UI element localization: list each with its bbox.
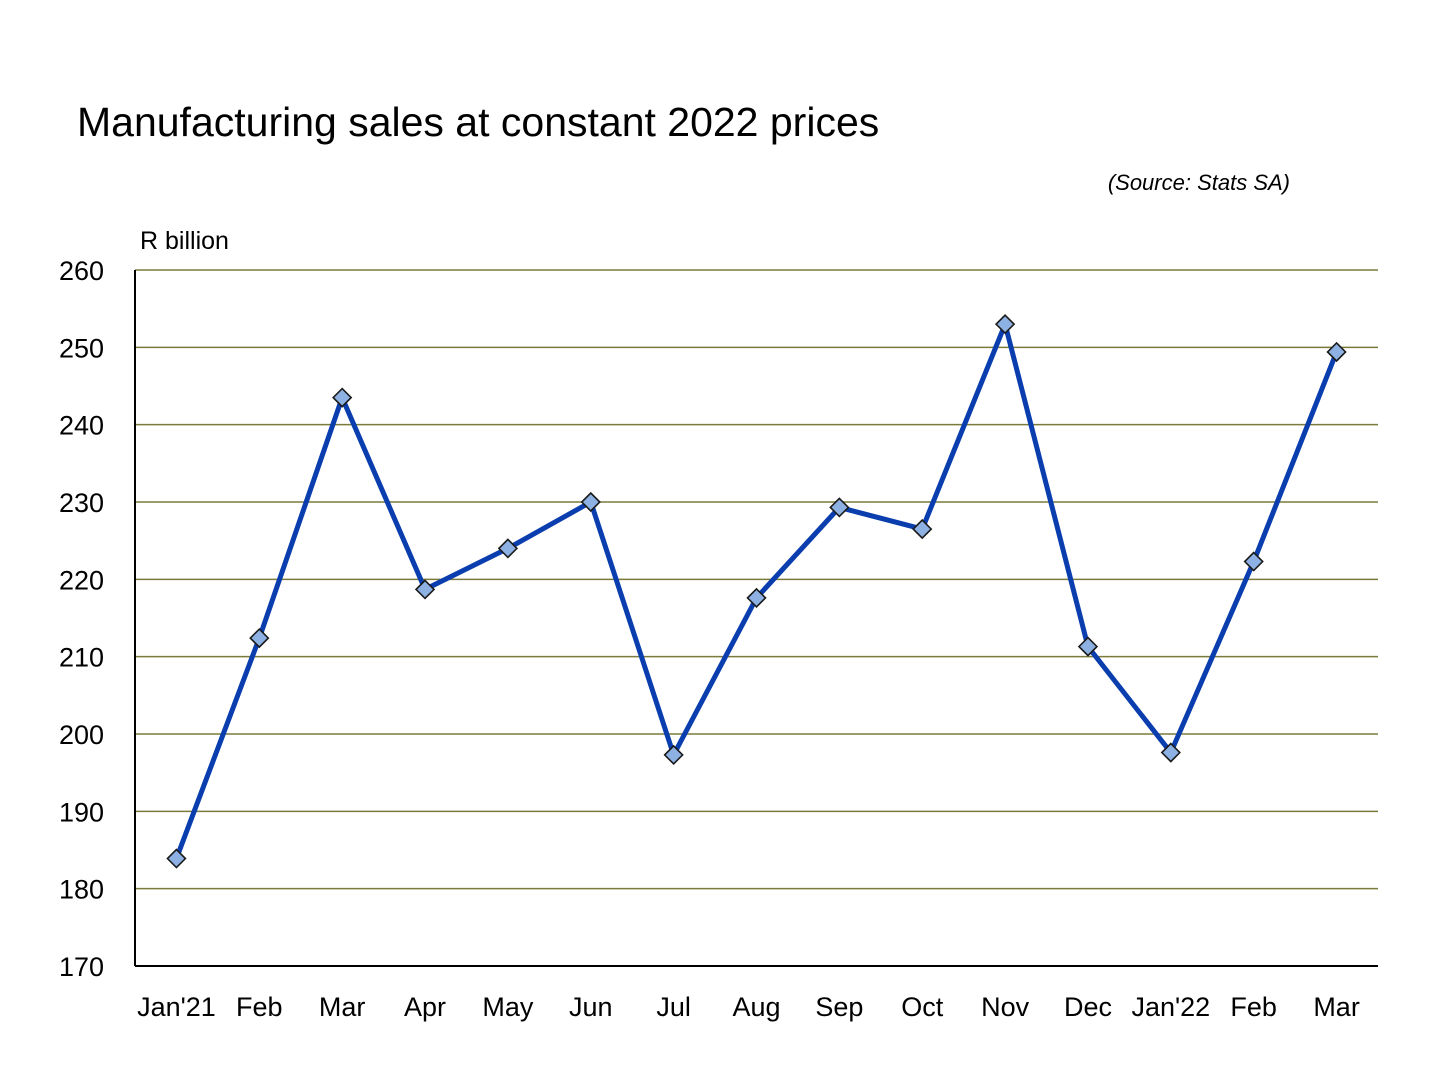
x-tick-label: Oct <box>901 992 944 1022</box>
y-tick-label: 210 <box>59 643 104 673</box>
x-tick-label: Mar <box>1313 992 1360 1022</box>
x-tick-label: Jan'22 <box>1131 992 1210 1022</box>
data-point <box>249 627 270 649</box>
data-point <box>1326 341 1347 363</box>
y-tick-label: 240 <box>59 411 104 441</box>
data-point <box>1077 636 1099 657</box>
x-tick-label: Sep <box>815 992 863 1022</box>
data-point <box>746 587 767 609</box>
data-point <box>166 848 187 869</box>
x-tick-label: May <box>482 992 534 1022</box>
data-point <box>580 491 601 513</box>
gridlines <box>135 269 1378 890</box>
x-tick-label: Nov <box>981 992 1030 1022</box>
x-tick-label: Mar <box>319 992 366 1022</box>
data-point <box>414 579 436 600</box>
x-axis-ticks: Jan'21 Feb Mar Apr May Jun Jul Aug Sep Oct Nov Dec J… <box>137 992 1360 1022</box>
x-tick-label: Aug <box>732 992 780 1022</box>
y-tick-label: 220 <box>59 565 104 595</box>
chart-source-note: (Source: Stats SA) <box>1107 170 1290 195</box>
series <box>166 314 1347 869</box>
data-point <box>912 518 933 540</box>
y-tick-label: 230 <box>59 488 104 518</box>
y-tick-label: 200 <box>59 720 104 750</box>
data-point <box>663 744 684 766</box>
axes <box>134 270 1378 967</box>
y-tick-label: 180 <box>59 875 104 905</box>
y-tick-label: 260 <box>59 256 104 286</box>
x-tick-label: Jan'21 <box>137 992 216 1022</box>
chart-title: Manufacturing sales at constant 2022 pri… <box>77 99 880 145</box>
y-axis-label: R billion <box>140 227 229 255</box>
y-tick-label: 190 <box>59 797 104 827</box>
y-tick-label: 170 <box>59 952 104 982</box>
data-point <box>1160 742 1181 763</box>
data-point <box>829 497 850 518</box>
data-point <box>994 314 1016 335</box>
y-tick-label: 250 <box>59 333 104 363</box>
y-axis-ticks: 170 180 190 200 210 220 230 240 250 260 <box>59 256 104 982</box>
data-point <box>497 538 519 559</box>
x-tick-label: Feb <box>1230 992 1277 1022</box>
data-point <box>1243 551 1264 572</box>
x-tick-label: Jun <box>569 992 613 1022</box>
x-tick-label: Dec <box>1064 992 1112 1022</box>
x-tick-label: Apr <box>404 992 446 1022</box>
data-point <box>332 387 353 408</box>
x-tick-label: Jul <box>656 992 691 1022</box>
x-tick-label: Feb <box>236 992 283 1022</box>
